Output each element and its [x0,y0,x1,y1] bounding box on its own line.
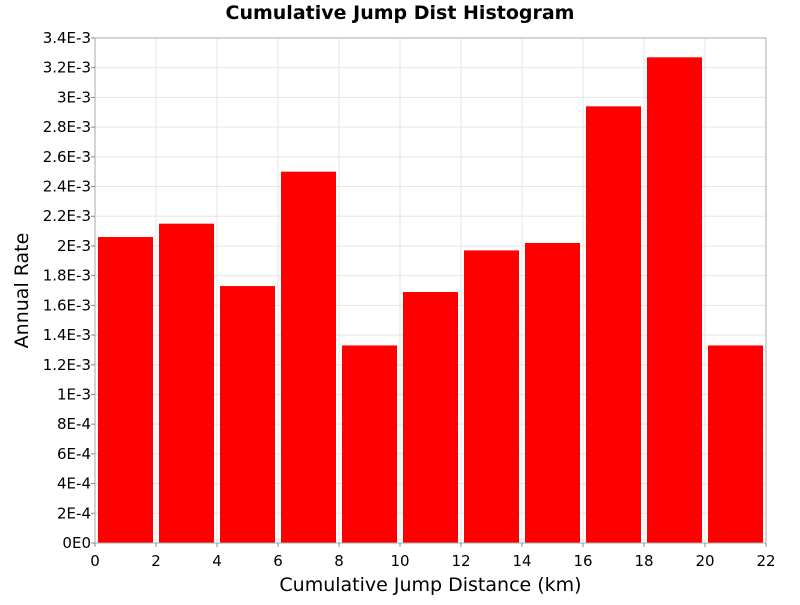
y-tick-label: 0E0 [62,534,91,552]
histogram-bar [342,345,397,543]
x-tick-label: 16 [573,552,592,570]
y-tick-label: 1E-3 [57,385,91,403]
x-axis-label: Cumulative Jump Distance (km) [279,574,581,596]
x-tick-label: 14 [512,552,531,570]
y-tick-label: 6E-4 [57,445,91,463]
y-tick-label: 2.4E-3 [43,178,91,196]
y-tick-label: 1.4E-3 [43,326,91,344]
y-tick-label: 3.2E-3 [43,59,91,77]
y-tick-label: 3E-3 [57,88,91,106]
x-tick-label: 18 [634,552,653,570]
histogram-bar [708,345,763,543]
y-axis-label: Annual Rate [11,233,33,349]
y-tick-label: 2E-4 [57,504,91,522]
histogram-bar [403,291,458,543]
y-tick-label: 2E-3 [57,237,91,255]
y-tick-label: 8E-4 [57,415,91,433]
chart-title: Cumulative Jump Dist Histogram [225,2,575,24]
x-tick-label: 6 [273,552,283,570]
histogram-bar [464,250,519,543]
y-tick-label: 4E-4 [57,475,91,493]
x-tick-label: 20 [695,552,714,570]
x-tick-label: 4 [212,552,222,570]
x-tick-label: 0 [90,552,100,570]
histogram-bar [647,57,702,543]
y-tick-label: 1.6E-3 [43,296,91,314]
x-tick-label: 8 [334,552,344,570]
y-tick-label: 2.6E-3 [43,148,91,166]
y-tick-label: 2.2E-3 [43,207,91,225]
histogram-bar [159,223,214,544]
x-tick-label: 2 [151,552,161,570]
y-tick-label: 2.8E-3 [43,118,91,136]
y-tick-label: 1.2E-3 [43,356,91,374]
histogram-bar [586,106,641,543]
histogram-bar [281,171,336,544]
histogram-bar [220,286,275,543]
x-tick-label: 12 [451,552,470,570]
x-tick-label: 10 [390,552,409,570]
x-tick-label: 22 [756,552,775,570]
plot-border [94,37,767,544]
y-tick-label: 1.8E-3 [43,267,91,285]
histogram-bar [525,242,580,543]
histogram-bar [98,237,153,543]
y-tick-label: 3.4E-3 [43,29,91,47]
